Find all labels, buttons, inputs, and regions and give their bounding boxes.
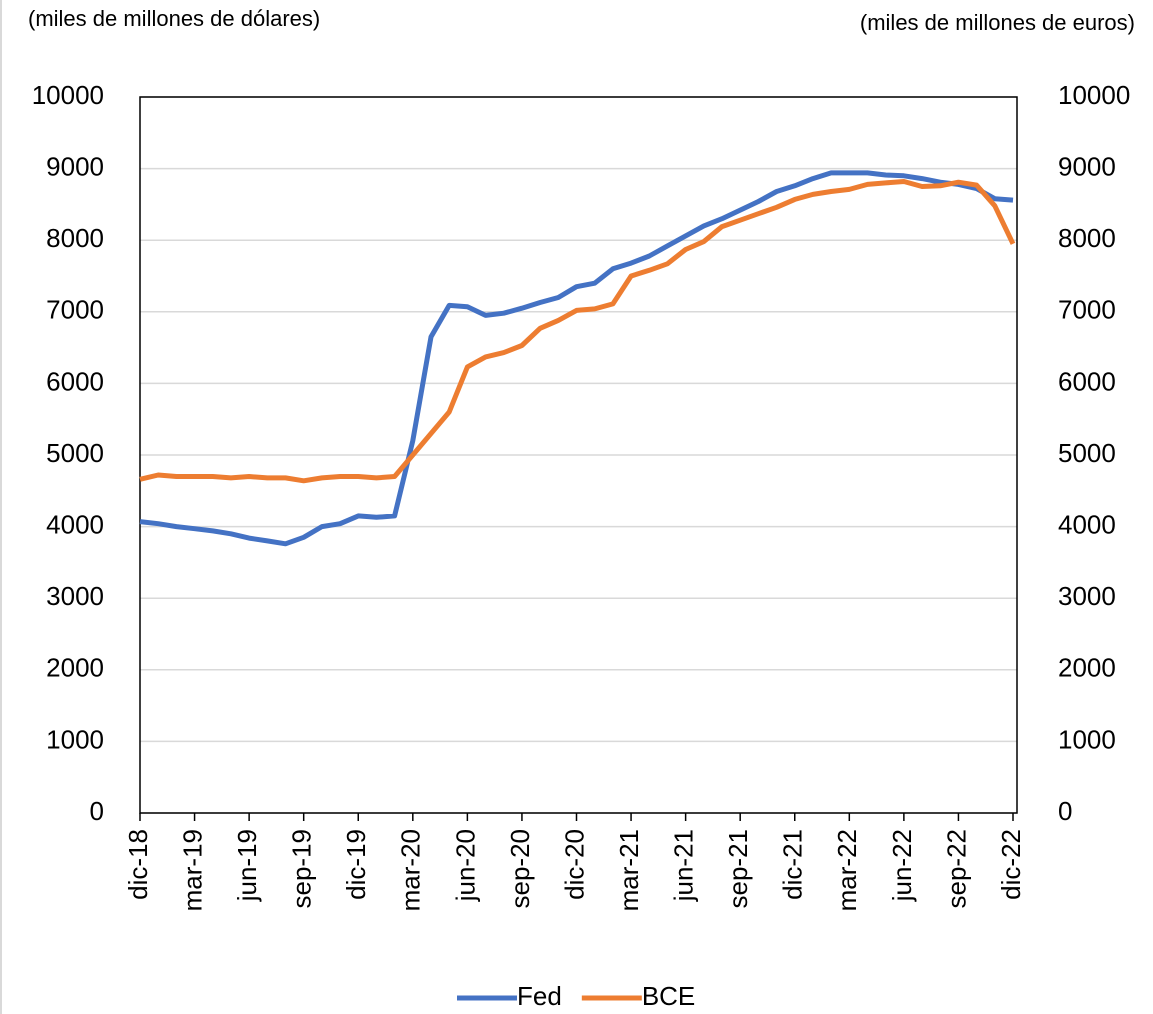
y-axis-label: (miles de millones de dólares)	[28, 6, 320, 31]
x-tick-label: dic-19	[341, 829, 371, 900]
legend-label: Fed	[517, 981, 562, 1011]
x-tick-label: sep-19	[287, 829, 317, 909]
y-tick-label: 10000	[32, 80, 104, 110]
x-tick-label: sep-21	[723, 829, 753, 909]
y2-tick-label: 7000	[1058, 295, 1116, 325]
y2-tick-label: 3000	[1058, 581, 1116, 611]
y-tick-label: 7000	[46, 295, 104, 325]
y-tick-label: 5000	[46, 438, 104, 468]
x-tick-label: mar-21	[614, 829, 644, 911]
x-tick-label: dic-22	[996, 829, 1026, 900]
y-tick-label: 1000	[46, 724, 104, 754]
y-tick-label: 0	[90, 796, 104, 826]
x-tick-label: sep-22	[941, 829, 971, 909]
series-line	[139, 170, 1014, 547]
y2-tick-label: 10000	[1058, 80, 1130, 110]
y2-axis-label: (miles de millones de euros)	[860, 10, 1135, 35]
x-tick-label: jun-22	[887, 829, 917, 902]
series-line	[139, 179, 1016, 484]
y2-tick-label: 5000	[1058, 438, 1116, 468]
y-tick-label: 2000	[46, 653, 104, 683]
y-tick-label: 3000	[46, 581, 104, 611]
y2-tick-label: 1000	[1058, 724, 1116, 754]
x-tick-label: dic-20	[559, 829, 589, 900]
y2-tick-label: 8000	[1058, 223, 1116, 253]
y2-tick-label: 0	[1058, 796, 1072, 826]
x-tick-label: jun-19	[232, 829, 262, 902]
y2-tick-label: 6000	[1058, 366, 1116, 396]
x-tick-label: mar-22	[832, 829, 862, 911]
x-tick-label: mar-19	[177, 829, 207, 911]
x-tick-label: mar-20	[396, 829, 426, 911]
x-tick-label: jun-21	[669, 829, 699, 902]
x-tick-label: jun-20	[450, 829, 480, 902]
x-tick-label: dic-18	[123, 829, 153, 900]
y-tick-label: 4000	[46, 509, 104, 539]
y2-tick-label: 2000	[1058, 653, 1116, 683]
x-tick-label: sep-20	[505, 829, 535, 909]
y2-tick-label: 9000	[1058, 151, 1116, 181]
x-tick-label: dic-21	[778, 829, 808, 900]
legend-label: BCE	[642, 981, 695, 1011]
y-tick-label: 6000	[46, 366, 104, 396]
y-tick-label: 9000	[46, 151, 104, 181]
plot-border	[139, 96, 1018, 814]
y-tick-label: 8000	[46, 223, 104, 253]
y2-tick-label: 4000	[1058, 509, 1116, 539]
